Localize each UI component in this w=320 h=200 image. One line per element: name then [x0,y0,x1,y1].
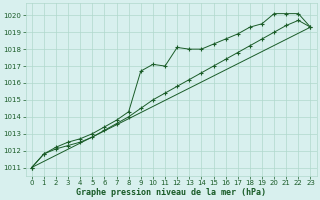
X-axis label: Graphe pression niveau de la mer (hPa): Graphe pression niveau de la mer (hPa) [76,188,266,197]
